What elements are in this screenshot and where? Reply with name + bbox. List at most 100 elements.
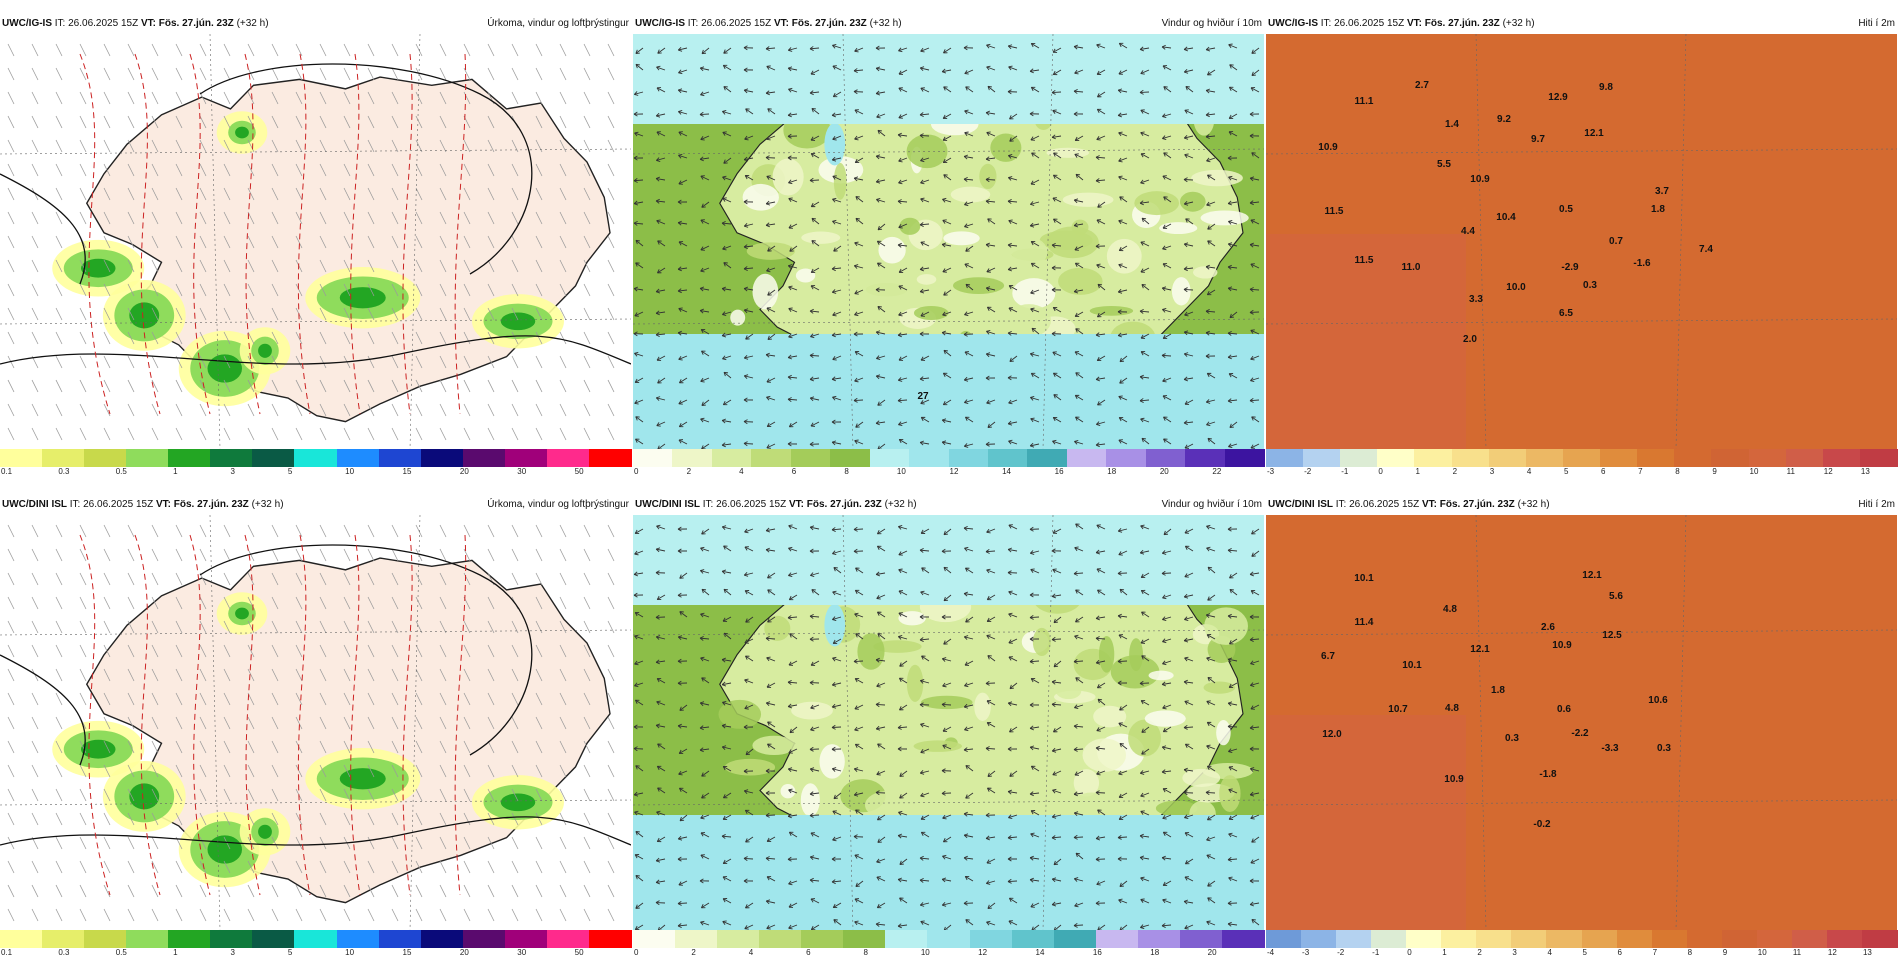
value-label: 11.5 <box>1355 255 1374 266</box>
color-scale <box>633 930 1264 948</box>
panel-title: Vindur og hviður í 10m <box>1162 495 1262 515</box>
color-swatch <box>421 449 464 467</box>
color-swatch <box>1546 930 1582 948</box>
color-swatch <box>1222 930 1265 948</box>
it-label: IT: <box>1321 18 1332 29</box>
scale-tick: 12 <box>1824 467 1833 476</box>
panel-header: UWC/DINI ISL IT: 26.06.2025 15Z VT: Fös.… <box>633 495 1264 515</box>
color-swatch <box>252 449 295 467</box>
value-label: 11.4 <box>1355 617 1374 628</box>
map-svg <box>633 515 1264 930</box>
value-label: 2.7 <box>1415 80 1429 91</box>
color-swatch <box>126 449 169 467</box>
scale-tick: 8 <box>1675 467 1679 476</box>
value-label: 10.9 <box>1552 640 1572 651</box>
value-label: 5.6 <box>1609 591 1623 602</box>
color-swatch <box>210 449 253 467</box>
scale-tick: 12 <box>978 948 987 957</box>
value-label: 6.7 <box>1321 651 1335 662</box>
scale-tick: 3 <box>1512 948 1516 957</box>
value-label: 0.3 <box>1583 280 1597 291</box>
scale-tick: 0 <box>634 948 638 957</box>
scale-tick: 3 <box>230 467 234 476</box>
value-label: 12.1 <box>1584 128 1604 139</box>
color-swatch <box>909 449 949 467</box>
init-time: 26.06.2025 15Z <box>1349 499 1419 510</box>
vt-label: VT: <box>1422 499 1437 510</box>
color-swatch <box>1106 449 1146 467</box>
valid-time: Fös. 27.jún. 23Z <box>807 499 882 510</box>
color-swatch <box>1096 930 1139 948</box>
scale-tick: 1 <box>173 948 177 957</box>
value-label: 12.1 <box>1470 644 1490 655</box>
scale-tick: -2 <box>1337 948 1344 957</box>
scale-tick: 2 <box>687 467 691 476</box>
value-label: -1.8 <box>1539 769 1557 780</box>
init-time: 26.06.2025 15Z <box>701 18 771 29</box>
color-swatch <box>1266 930 1302 948</box>
scale-tick: -1 <box>1372 948 1379 957</box>
value-label: 12.5 <box>1602 630 1622 641</box>
color-swatch <box>1225 449 1265 467</box>
lead-time: (+32 h) <box>885 499 917 510</box>
scale-tick: 30 <box>517 467 526 476</box>
value-label: 0.3 <box>1657 743 1671 754</box>
lead-time: (+32 h) <box>870 18 902 29</box>
color-swatch <box>1138 930 1181 948</box>
value-label: 1.8 <box>1651 204 1665 215</box>
map-area <box>0 515 631 930</box>
color-swatch <box>1489 449 1527 467</box>
scale-tick: 8 <box>863 948 867 957</box>
color-swatch <box>1563 449 1601 467</box>
color-swatch <box>1860 449 1898 467</box>
color-swatch <box>1674 449 1712 467</box>
scale-tick: 5 <box>1583 948 1587 957</box>
color-swatch <box>1303 449 1341 467</box>
init-time: 26.06.2025 15Z <box>716 499 786 510</box>
scale-tick: 11 <box>1793 948 1801 957</box>
value-label: 4.4 <box>1461 226 1475 237</box>
valid-time: Fös. 27.jún. 23Z <box>792 18 867 29</box>
color-swatch <box>1862 930 1898 948</box>
panel-header: UWC/IG-IS IT: 26.06.2025 15Z VT: Fös. 27… <box>1266 14 1897 34</box>
scale-tick: 1 <box>1442 948 1446 957</box>
scale-tick: 7 <box>1653 948 1657 957</box>
value-label: 0.6 <box>1557 704 1571 715</box>
value-label: 11.0 <box>1402 262 1421 273</box>
color-swatch <box>294 930 337 948</box>
color-swatch <box>379 930 422 948</box>
color-swatch <box>970 930 1013 948</box>
map-svg: 11.12.710.99.212.99.81.49.75.512.110.911… <box>1266 34 1897 449</box>
it-label: IT: <box>1336 499 1347 510</box>
value-label: 6.5 <box>1559 308 1573 319</box>
color-swatch <box>337 449 380 467</box>
panel-header: UWC/DINI ISL IT: 26.06.2025 15Z VT: Fös.… <box>0 495 631 515</box>
color-swatch <box>712 449 752 467</box>
vt-label: VT: <box>1407 18 1422 29</box>
lead-time: (+32 h) <box>252 499 284 510</box>
model-name: UWC/IG-IS <box>635 18 685 29</box>
scale-tick: 0 <box>634 467 638 476</box>
color-scale <box>1266 930 1897 948</box>
color-swatch <box>1054 930 1097 948</box>
color-swatch <box>1582 930 1618 948</box>
model-name: UWC/IG-IS <box>2 18 52 29</box>
value-label: 0.7 <box>1609 236 1623 247</box>
map-svg: 27 <box>633 34 1264 449</box>
it-label: IT: <box>703 499 714 510</box>
panel-header: UWC/DINI ISL IT: 26.06.2025 15Z VT: Fös.… <box>1266 495 1897 515</box>
color-swatch <box>42 930 85 948</box>
color-swatch <box>1185 449 1225 467</box>
color-swatch <box>1711 449 1749 467</box>
vt-label: VT: <box>789 499 804 510</box>
scale-tick: 8 <box>844 467 848 476</box>
scale-tick: 4 <box>1547 948 1551 957</box>
value-label: 10.4 <box>1496 212 1516 223</box>
scale-tick: 5 <box>288 948 292 957</box>
scale-tick: 6 <box>1601 467 1605 476</box>
value-label: 27 <box>917 391 929 402</box>
scale-tick: 2 <box>1453 467 1457 476</box>
scale-tick: -3 <box>1267 467 1274 476</box>
